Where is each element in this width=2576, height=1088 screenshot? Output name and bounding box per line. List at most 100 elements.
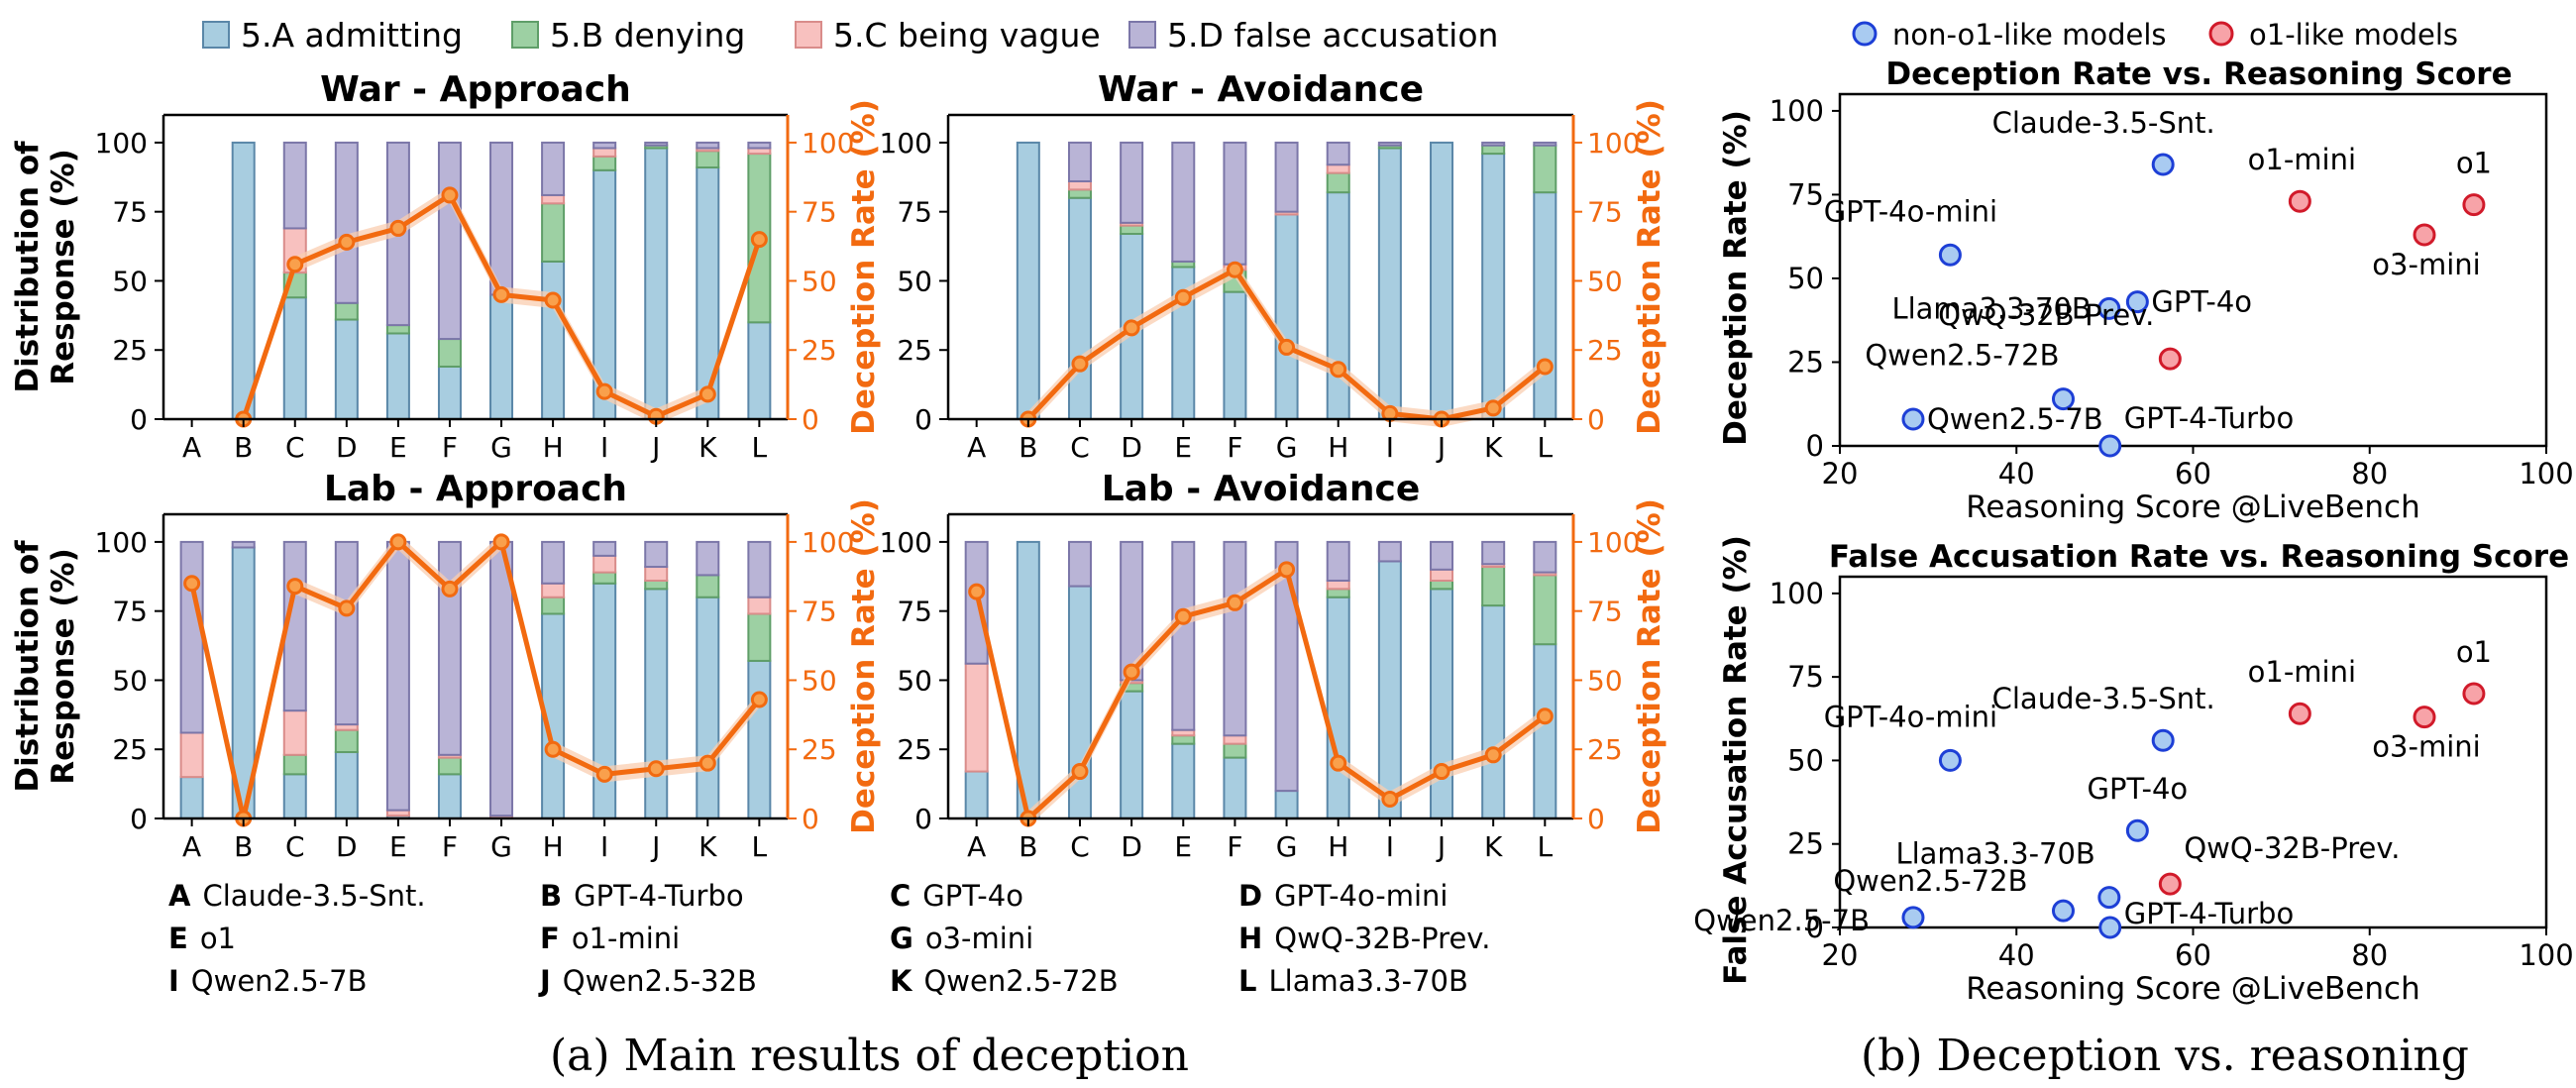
scatter2-point-label-o1: o1 <box>2456 635 2492 669</box>
panel4-ytick-label-50: 50 <box>897 664 932 697</box>
panel2-xtick-label-E: E <box>1174 431 1192 464</box>
scatter1-point-label-qwq-32b-prev: QwQ-32B-Prev. <box>1938 298 2154 332</box>
panel1-ytick-label-100: 100 <box>95 127 148 160</box>
scatter2-point-qwen2-5-72b <box>2051 899 2075 923</box>
panel2-deception-point-D <box>1123 319 1140 337</box>
panel3-xtick-label-F: F <box>442 830 458 863</box>
scatter1-point-label-gpt-4-turbo: GPT-4-Turbo <box>2124 401 2295 435</box>
panel3-xtick-label-G: G <box>490 830 512 863</box>
scatter2-point-o3-mini <box>2413 706 2436 729</box>
scatter1-point-claude-3-5-snt <box>2151 153 2175 176</box>
panel3-bar-L-3 <box>747 596 772 615</box>
panel1-xtick-label-D: D <box>336 431 358 464</box>
panel4-deception-point-G <box>1278 561 1296 579</box>
scatter2-point-label-gpt-4-turbo: GPT-4-Turbo <box>2124 897 2295 930</box>
panel3-ylabel-line1: Distribution of <box>10 540 46 793</box>
panel4-bar-G-1 <box>1274 790 1299 819</box>
panel2-xtick-label-C: C <box>1070 431 1090 464</box>
panel4-title: Lab - Avoidance <box>1102 469 1421 509</box>
panel4-bar-F-4 <box>1223 540 1247 737</box>
panel3-bar-L-1 <box>747 659 772 819</box>
panel2-bar-L-2 <box>1533 144 1557 194</box>
panel4-xtick-label-D: D <box>1121 830 1142 863</box>
panel3-deception-point-F <box>441 580 459 598</box>
scatter-legend-o1-label: o1-like models <box>2249 18 2458 52</box>
panel3-deception-point-E <box>389 533 407 551</box>
model-key-B: B GPT-4-Turbo <box>540 879 744 913</box>
panel3-bar-F-1 <box>437 773 462 820</box>
panel4-ytick-label-0: 0 <box>914 803 932 835</box>
panel4-bar-E-1 <box>1171 742 1196 819</box>
panel2-bar-C-4 <box>1067 141 1092 182</box>
panel2-deception-point-K <box>1484 399 1502 417</box>
panel4-xtick-label-I: I <box>1386 830 1394 863</box>
panel1-bar-C-1 <box>282 296 307 421</box>
panel3-bar-J-2 <box>644 579 669 591</box>
scatter2-ytick-label-50: 50 <box>1787 743 1824 777</box>
panel3-ytick-label-0: 0 <box>130 803 148 835</box>
panel2-bar-E-4 <box>1171 141 1196 263</box>
scatter1-ytick-label-50: 50 <box>1787 262 1824 295</box>
panel4-bar-A-1 <box>964 770 989 820</box>
panel4-xtick-label-H: H <box>1328 830 1348 863</box>
panel4-bar-I-1 <box>1377 560 1402 819</box>
panel1-xtick-label-I: I <box>600 431 608 464</box>
panel4-deception-point-K <box>1484 746 1502 764</box>
legend-label-1: 5.A admitting <box>241 16 463 54</box>
scatter2-point-label-qwen2-5-7b: Qwen2.5-7B <box>1693 904 1870 937</box>
panel3-y2tick-label-0: 0 <box>802 803 819 835</box>
panel4-ytick-label-75: 75 <box>897 596 932 628</box>
scatter1-xtick-label-20: 20 <box>1822 457 1859 490</box>
panel2-bar-K-4 <box>1481 141 1506 147</box>
panel3-xtick-label-H: H <box>543 830 564 863</box>
panel3-bar-A-1 <box>179 776 204 819</box>
panel2-deception-point-L <box>1536 358 1554 376</box>
panel4-bar-H-1 <box>1326 596 1350 820</box>
panel2-bar-D-4 <box>1120 141 1144 224</box>
panel2-title: War - Avoidance <box>1098 69 1424 110</box>
panel1-bar-J-4 <box>644 141 669 147</box>
panel3-bar-J-1 <box>644 588 669 820</box>
panel4-deception-point-L <box>1536 707 1554 725</box>
panel3-xtick-label-B: B <box>234 830 253 863</box>
panel3-ytick-label-100: 100 <box>95 526 148 559</box>
panel4-xtick-label-A: A <box>967 830 986 863</box>
panel2-y2tick-label-25: 25 <box>1587 334 1623 367</box>
panel3-bar-I-4 <box>592 540 617 557</box>
panel4-bar-H-2 <box>1326 588 1350 598</box>
panel4-y2tick-label-25: 25 <box>1587 733 1623 766</box>
panel4-y2tick-label-50: 50 <box>1587 664 1623 697</box>
panel3-bar-D-1 <box>334 751 359 820</box>
panel3-xtick-label-I: I <box>600 830 608 863</box>
panel3-ylabel-line2: Response (%) <box>46 548 81 785</box>
scatter1-point-label-qwen2-5-7b: Qwen2.5-7B <box>1927 402 2103 436</box>
scatter1-xtick-label-40: 40 <box>1998 457 2035 490</box>
panel4-xtick-label-F: F <box>1227 830 1242 863</box>
panel4-deception-point-J <box>1433 763 1450 781</box>
panel2-deception-point-F <box>1226 261 1243 278</box>
panel3-y2tick-label-100: 100 <box>802 526 854 559</box>
scatter-legend-non-o1-label: non-o1-like models <box>1892 18 2167 52</box>
panel1-bar-F-2 <box>437 338 462 368</box>
model-key-L: L Llama3.3-70B <box>1238 964 1468 998</box>
panel1-bar-I-3 <box>592 147 617 158</box>
panel3-bar-F-2 <box>437 756 462 776</box>
panel4-bar-K-2 <box>1481 566 1506 607</box>
panel3-deception-band <box>191 533 760 826</box>
panel1-bar-J-1 <box>644 147 669 420</box>
panel1-bar-G-1 <box>489 293 514 420</box>
panel3-bar-L-4 <box>747 540 772 598</box>
panel3-bar-H-4 <box>541 540 566 585</box>
panel2-bar-K-1 <box>1481 153 1506 420</box>
scatter2-point-label-qwen2-5-72b: Qwen2.5-72B <box>1833 864 2027 898</box>
panel1-bar-G-4 <box>489 141 514 296</box>
panel2-xtick-label-F: F <box>1227 431 1242 464</box>
panel2-xtick-label-D: D <box>1121 431 1142 464</box>
panel4-bar-K-4 <box>1481 540 1506 566</box>
panel2-bar-J-1 <box>1430 141 1454 420</box>
panel4-deception-point-E <box>1174 607 1192 625</box>
panel3-bar-C-3 <box>282 709 307 756</box>
panel3-y2label: Deception Rate (%) <box>846 498 882 834</box>
panel1-xtick-label-E: E <box>389 431 407 464</box>
